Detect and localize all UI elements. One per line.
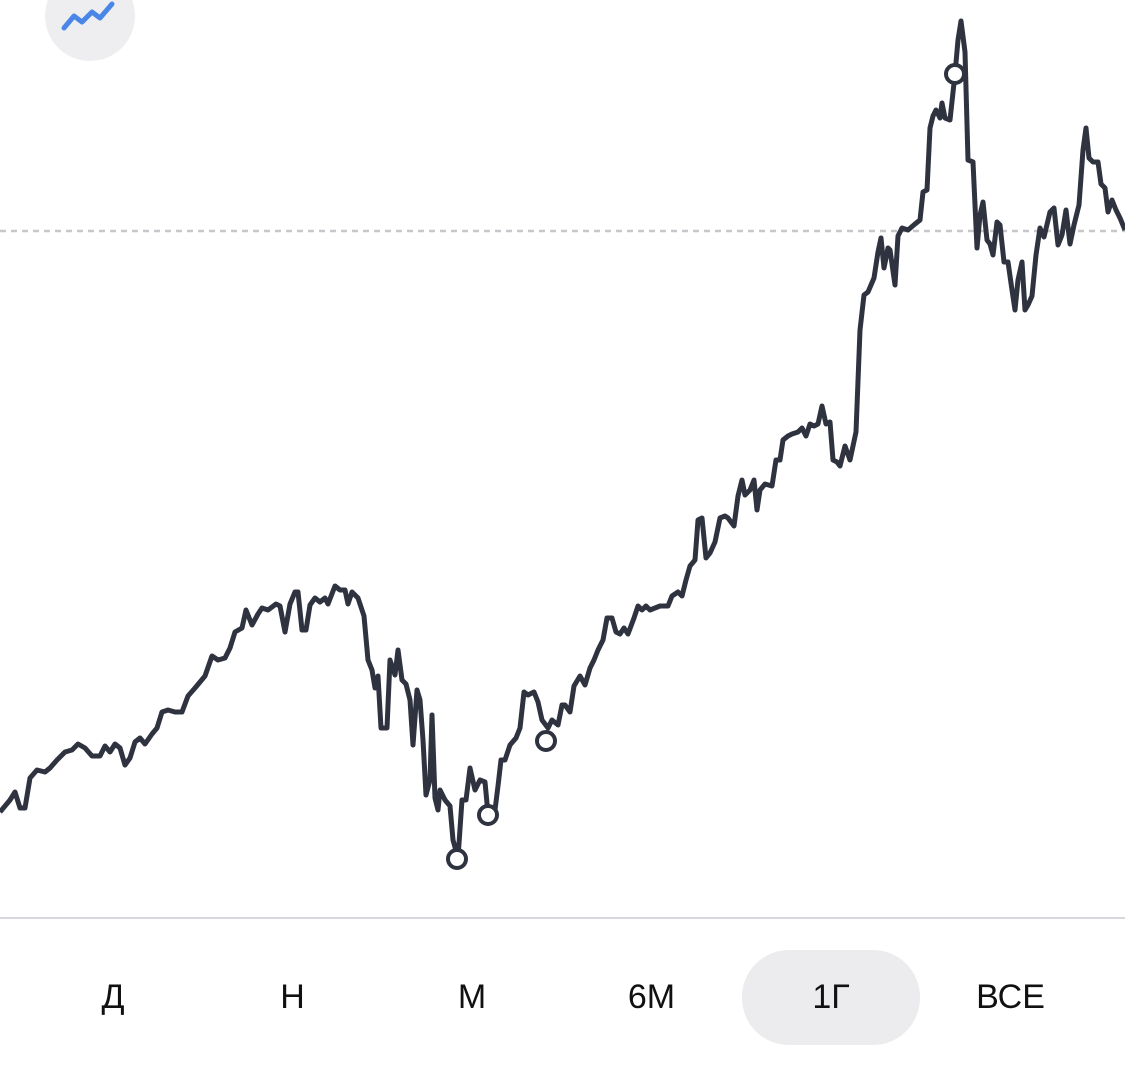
tab-bar: Д Н М 6М 1Г ВСЕ (101, 950, 1045, 1045)
chart-icon-button[interactable] (45, 0, 135, 61)
event-marker[interactable] (535, 730, 557, 752)
tab-label[interactable]: 1Г (812, 978, 849, 1016)
tab-label[interactable]: ВСЕ (976, 978, 1045, 1016)
price-line (0, 18, 1125, 861)
tab-selected-bg (742, 950, 920, 1045)
icon-bg (45, 0, 135, 61)
tab-label[interactable]: М (458, 978, 486, 1016)
event-marker[interactable] (944, 63, 966, 85)
icon-glyph (61, 1, 115, 31)
event-marker[interactable] (446, 848, 468, 870)
tab-label[interactable]: Н (280, 978, 305, 1016)
tab-label[interactable]: Д (101, 978, 124, 1016)
event-marker[interactable] (477, 804, 499, 826)
tab-label[interactable]: 6М (628, 978, 675, 1016)
